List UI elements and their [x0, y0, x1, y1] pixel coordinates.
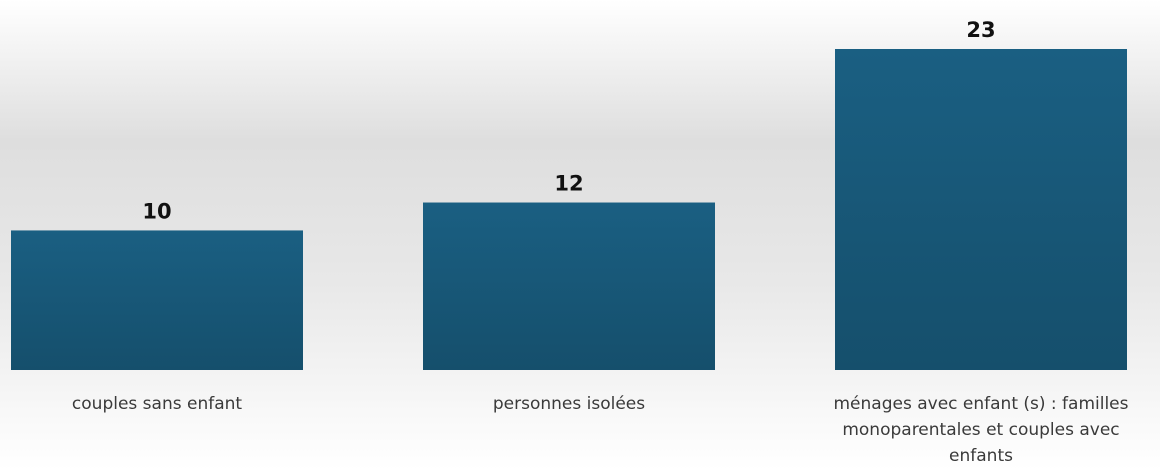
- category-label-2: personnes isolées: [493, 394, 645, 414]
- bar-3: [835, 49, 1127, 370]
- data-label-3: 23: [966, 18, 995, 42]
- category-label-1: couples sans enfant: [72, 394, 242, 414]
- category-label-line: monoparentales et couples avec: [842, 420, 1119, 440]
- category-label-3: ménages avec enfant (s) : familles monopa…: [834, 394, 1129, 466]
- data-label-1: 10: [142, 199, 171, 223]
- category-labels-group: couples sans enfant personnes isolées ména…: [72, 394, 1129, 466]
- category-label-line: couples sans enfant: [72, 394, 242, 414]
- bar-2: [423, 202, 715, 370]
- bars-group: [11, 49, 1127, 370]
- category-label-line: ménages avec enfant (s) : familles: [834, 394, 1129, 414]
- category-label-line: personnes isolées: [493, 394, 645, 414]
- category-label-line: enfants: [949, 446, 1013, 466]
- data-labels-group: 10 12 23: [142, 18, 995, 223]
- data-label-2: 12: [554, 172, 583, 196]
- bar-1: [11, 230, 303, 370]
